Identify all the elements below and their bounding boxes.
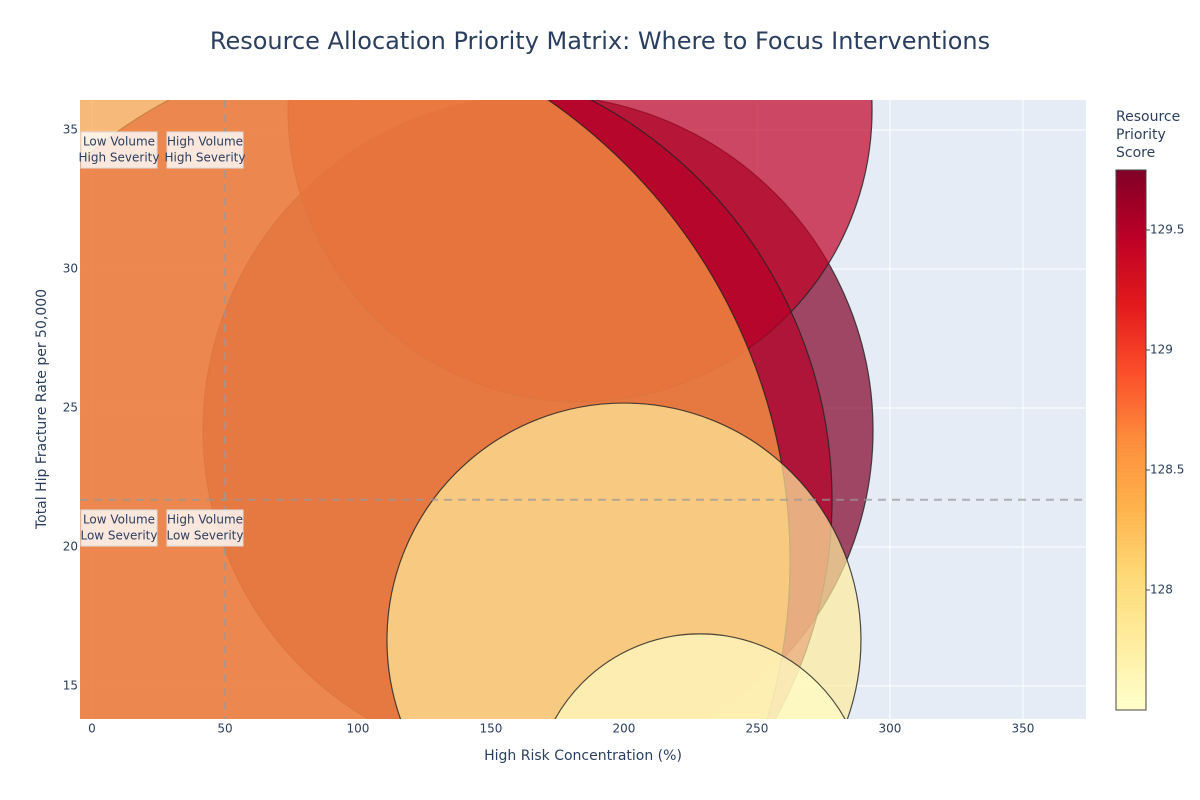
y-tick-label: 35: [63, 123, 78, 137]
colorbar-tick-label: 129: [1150, 343, 1173, 357]
y-tick-label: 15: [63, 678, 78, 692]
colorbar-tick-label: 128: [1150, 583, 1173, 597]
x-tick-label: 200: [613, 722, 636, 736]
y-tick-label: 25: [63, 400, 78, 414]
y-tick-label: 30: [63, 261, 78, 275]
y-tick-label: 20: [63, 539, 78, 553]
bubble: [554, 633, 846, 719]
x-tick-label: 0: [88, 722, 96, 736]
colorbar-title: Resource Priority Score: [1116, 109, 1181, 161]
annotation-text: High Severity: [165, 151, 246, 165]
colorbar-tick-label: 128.5: [1150, 463, 1184, 477]
x-tick-label: 100: [347, 722, 370, 736]
annotation-text: High Volume: [167, 135, 243, 149]
annotation-box: [80, 131, 158, 169]
chart-title: Resource Allocation Priority Matrix: Whe…: [210, 27, 990, 55]
annotation-box: [80, 509, 158, 547]
annotation-text: Low Severity: [166, 529, 243, 543]
annotation-text: Low Severity: [80, 529, 157, 543]
colorbar: [1115, 169, 1147, 711]
annotation-box: [166, 131, 244, 169]
annotation-text: Low Volume: [83, 135, 155, 149]
x-tick-label: 250: [746, 722, 769, 736]
annotation-text: Low Volume: [83, 513, 155, 527]
colorbar-tick-label: 129.5: [1150, 223, 1184, 237]
annotation-text: High Volume: [167, 513, 243, 527]
x-tick-label: 50: [217, 722, 232, 736]
y-axis-label: Total Hip Fracture Rate per 50,000: [34, 289, 50, 530]
x-tick-label: 300: [879, 722, 902, 736]
annotation-text: High Severity: [79, 151, 160, 165]
x-axis-label: High Risk Concentration (%): [484, 748, 682, 764]
annotation-box: [166, 509, 244, 547]
x-tick-label: 150: [480, 722, 503, 736]
x-tick-label: 350: [1012, 722, 1035, 736]
